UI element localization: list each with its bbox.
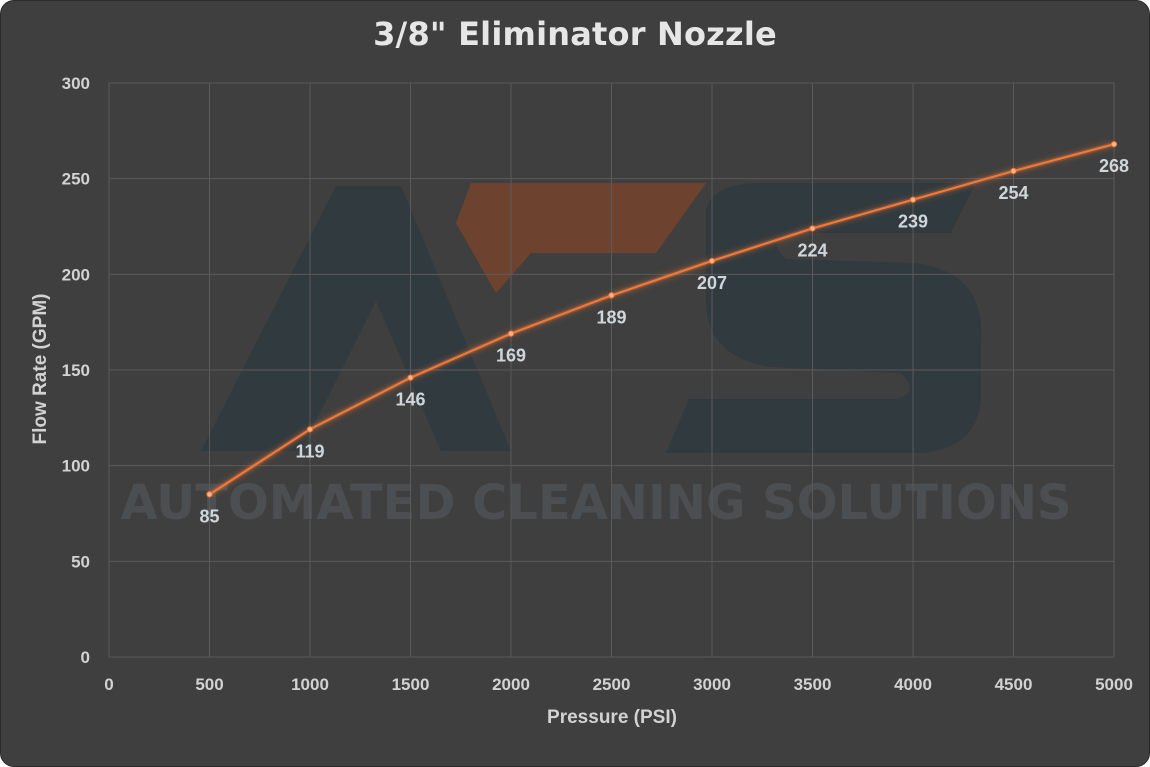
- data-point: [1010, 167, 1017, 175]
- data-label: 169: [496, 346, 526, 366]
- y-tick-label: 100: [62, 457, 90, 476]
- data-point: [507, 330, 515, 337]
- x-tick-label: 500: [195, 675, 223, 694]
- x-tick-label: 0: [104, 675, 113, 694]
- x-tick-label: 1500: [392, 675, 430, 694]
- y-axis-title: Flow Rate (GPM): [30, 294, 51, 445]
- data-label: 146: [395, 390, 425, 410]
- data-labels: 85 119 146 169 189 207 224 239 254 268: [199, 156, 1129, 526]
- x-tick-label: 4000: [894, 675, 932, 694]
- series-group: [206, 141, 1118, 498]
- x-axis-ticks: 0 500 1000 1500 2000 2500 3000 3500 4000 4500 5000: [104, 675, 1133, 694]
- x-axis-title: Pressure (PSI): [547, 707, 677, 728]
- data-label: 254: [998, 183, 1028, 203]
- data-label: 189: [596, 307, 626, 327]
- x-tick-label: 3000: [693, 675, 731, 694]
- x-tick-label: 5000: [1095, 675, 1133, 694]
- data-label: 268: [1099, 156, 1129, 176]
- data-label: 119: [295, 441, 324, 461]
- x-tick-label: 1000: [291, 675, 329, 694]
- data-point: [206, 491, 213, 498]
- data-label: 239: [898, 212, 928, 232]
- watermark-text: AUTOMATED CLEANING SOLUTIONS: [121, 475, 1072, 531]
- y-tick-label: 200: [62, 265, 90, 284]
- chart-title: 3/8" Eliminator Nozzle: [373, 15, 777, 53]
- watermark-a-shape: [201, 186, 511, 451]
- data-label: 207: [697, 273, 727, 293]
- x-tick-label: 3500: [794, 675, 832, 694]
- data-label: 85: [199, 506, 219, 526]
- data-point: [306, 426, 314, 433]
- x-tick-label: 4500: [995, 675, 1033, 694]
- data-point: [809, 225, 816, 232]
- data-point: [708, 257, 716, 265]
- data-point: [608, 292, 615, 299]
- data-label: 224: [797, 240, 827, 260]
- series-line: [208, 143, 1115, 496]
- grid: [108, 82, 1115, 658]
- data-point: [909, 196, 917, 203]
- y-tick-label: 0: [81, 648, 90, 667]
- y-tick-label: 250: [62, 170, 90, 189]
- data-point: [1110, 141, 1118, 148]
- x-tick-label: 2000: [492, 675, 530, 694]
- y-tick-label: 150: [62, 361, 90, 380]
- x-tick-label: 2500: [593, 675, 631, 694]
- watermark-logo: AUTOMATED CLEANING SOLUTIONS: [121, 183, 1072, 531]
- watermark-c-shape: [456, 183, 706, 293]
- y-tick-label: 50: [71, 552, 90, 571]
- y-tick-label: 300: [62, 74, 90, 93]
- y-axis-ticks: 0 50 100 150 200 250 300: [62, 74, 90, 667]
- data-point: [407, 374, 414, 381]
